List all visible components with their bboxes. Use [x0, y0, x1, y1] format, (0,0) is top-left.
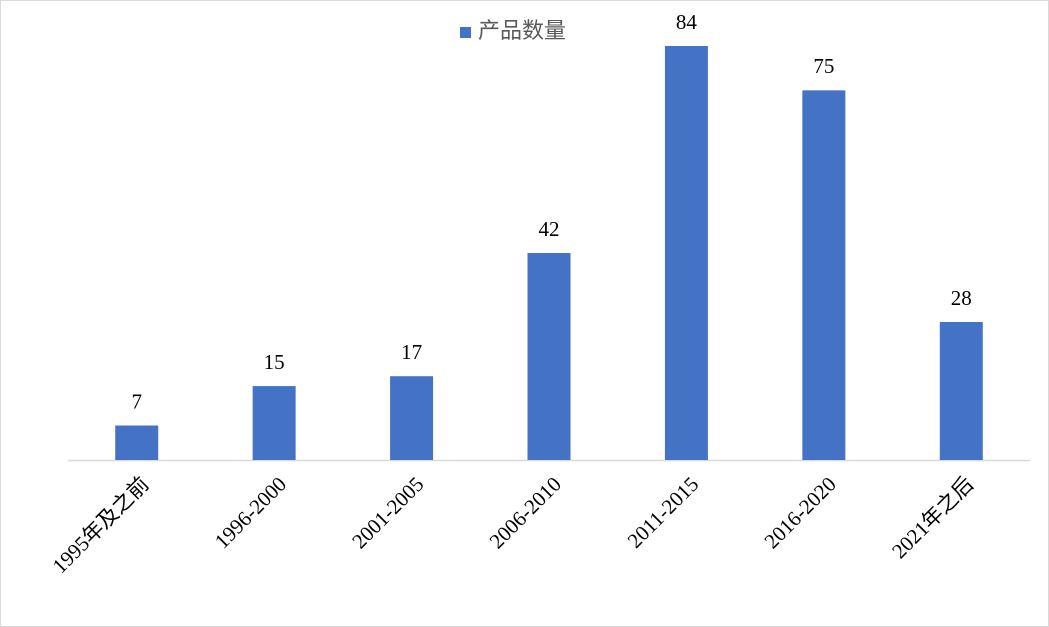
bar — [527, 253, 571, 460]
data-label: 42 — [539, 217, 560, 241]
data-label: 7 — [131, 389, 142, 413]
bar — [939, 322, 983, 460]
bar — [664, 46, 708, 460]
data-label: 17 — [401, 340, 422, 364]
data-label: 28 — [951, 286, 972, 310]
data-label: 15 — [264, 350, 285, 374]
bar — [390, 376, 434, 460]
bar — [115, 425, 159, 460]
bar — [802, 90, 846, 460]
bar — [252, 386, 296, 460]
legend-swatch — [460, 27, 471, 38]
data-label: 75 — [813, 54, 834, 78]
data-label: 84 — [676, 10, 698, 34]
legend-label: 产品数量 — [478, 18, 566, 43]
